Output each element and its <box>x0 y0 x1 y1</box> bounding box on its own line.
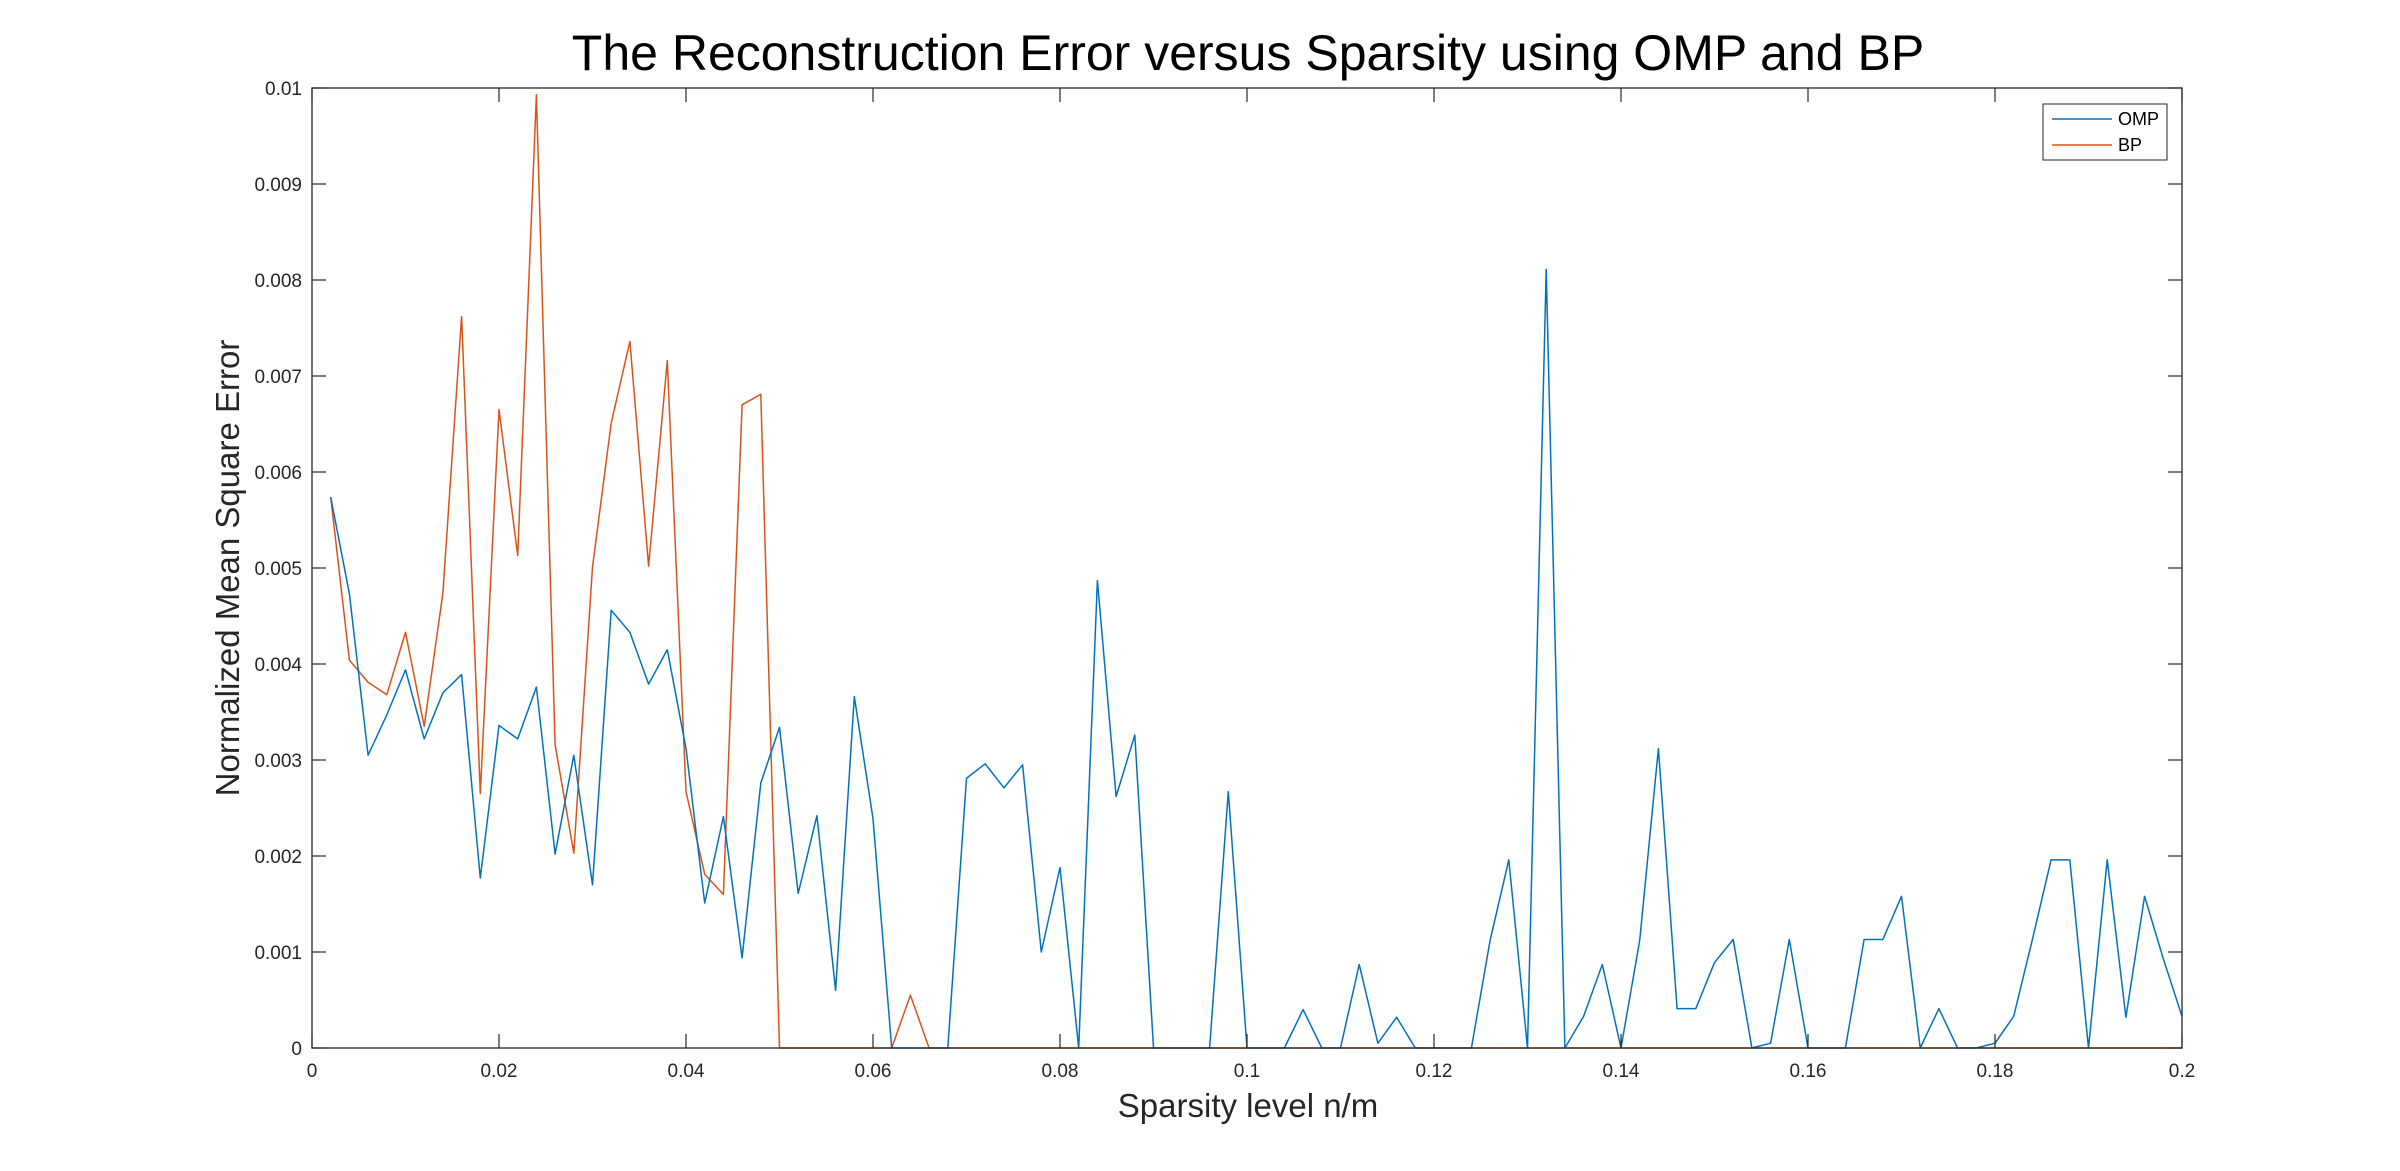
x-tick-label: 0.1 <box>1234 1061 1260 1082</box>
x-tick-label: 0.04 <box>668 1061 705 1082</box>
chart-title: The Reconstruction Error versus Sparsity… <box>572 25 1924 81</box>
plot-background <box>312 88 2182 1048</box>
y-tick-label: 0.002 <box>254 847 302 868</box>
legend-box <box>2042 103 2168 161</box>
y-axis-label: Normalized Mean Square Error <box>209 340 246 797</box>
x-tick-label: 0.02 <box>481 1061 518 1082</box>
y-tick-label: 0 <box>291 1039 302 1060</box>
x-tick-label: 0 <box>307 1061 318 1082</box>
y-tick-label: 0.007 <box>254 367 302 388</box>
legend-label-omp: OMP <box>2118 109 2159 129</box>
y-tick-label: 0.001 <box>254 943 302 964</box>
x-axis-label: Sparsity level n/m <box>1118 1087 1378 1124</box>
y-tick-label: 0.005 <box>254 559 302 580</box>
legend-label-bp: BP <box>2118 135 2142 155</box>
y-tick-label: 0.008 <box>254 271 302 292</box>
x-tick-label: 0.08 <box>1042 1061 1079 1082</box>
x-tick-label: 0.16 <box>1790 1061 1827 1082</box>
legend: OMP BP <box>2042 103 2168 161</box>
y-tick-label: 0.006 <box>254 463 302 484</box>
y-tick-label: 0.01 <box>265 79 302 100</box>
y-tick-label: 0.009 <box>254 175 302 196</box>
x-axis-ticks: 0 0.02 0.04 0.06 0.08 0.1 0.12 0.14 0.16 0.18 0.2 <box>307 88 2195 1082</box>
x-tick-label: 0.2 <box>2169 1061 2195 1082</box>
x-tick-label: 0.12 <box>1416 1061 1453 1082</box>
x-tick-label: 0.14 <box>1603 1061 1640 1082</box>
y-tick-label: 0.003 <box>254 751 302 772</box>
y-tick-label: 0.004 <box>254 655 302 676</box>
x-tick-label: 0.18 <box>1977 1061 2014 1082</box>
y-axis-ticks: 0 0.001 0.002 0.003 0.004 0.005 0.006 0.007 0.00… <box>254 79 2182 1060</box>
x-tick-label: 0.06 <box>855 1061 892 1082</box>
